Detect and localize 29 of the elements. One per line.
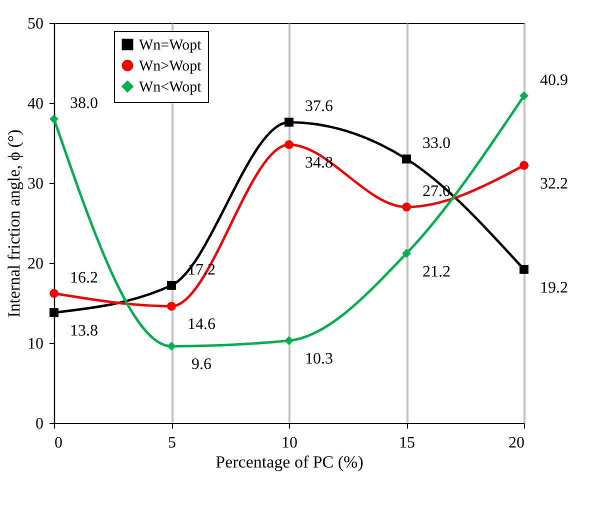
data-label: 14.6 — [188, 316, 216, 334]
y-axis-title: Internal friction angle, ϕ (°) — [4, 129, 24, 318]
x-tick-label: 10 — [282, 434, 298, 452]
x-tick-label: 15 — [399, 434, 415, 452]
data-label: 21.2 — [422, 263, 450, 280]
data-label: 32.2 — [540, 175, 568, 192]
y-tick-label: 50 — [28, 16, 44, 32]
data-label: 10.3 — [305, 350, 333, 368]
x-tick-label: 20 — [508, 434, 524, 452]
legend-label: Wn=Wopt — [139, 38, 202, 54]
data-label: 37.6 — [305, 98, 333, 116]
legend-label: Wn>Wopt — [139, 58, 202, 74]
y-tick-label: 40 — [28, 96, 44, 112]
data-label: 16.2 — [70, 269, 98, 286]
y-tick-label: 20 — [28, 256, 44, 272]
y-tick-label: 30 — [28, 176, 44, 192]
data-label: 13.8 — [70, 322, 98, 340]
data-label: 40.9 — [540, 72, 568, 89]
y-tick-label: 10 — [28, 336, 44, 352]
data-label: 34.8 — [305, 154, 333, 172]
y-tick-label: 0 — [36, 416, 44, 432]
legend-label: Wn<Wopt — [139, 80, 202, 96]
x-tick-label: 0 — [54, 434, 62, 452]
x-tick-label: 5 — [168, 434, 176, 452]
data-label: 33.0 — [422, 135, 450, 152]
data-label: 19.2 — [540, 279, 568, 296]
data-label: 9.6 — [192, 356, 212, 374]
data-label: 38.0 — [70, 95, 98, 112]
x-axis-title: Percentage of PC (%) — [216, 452, 364, 472]
